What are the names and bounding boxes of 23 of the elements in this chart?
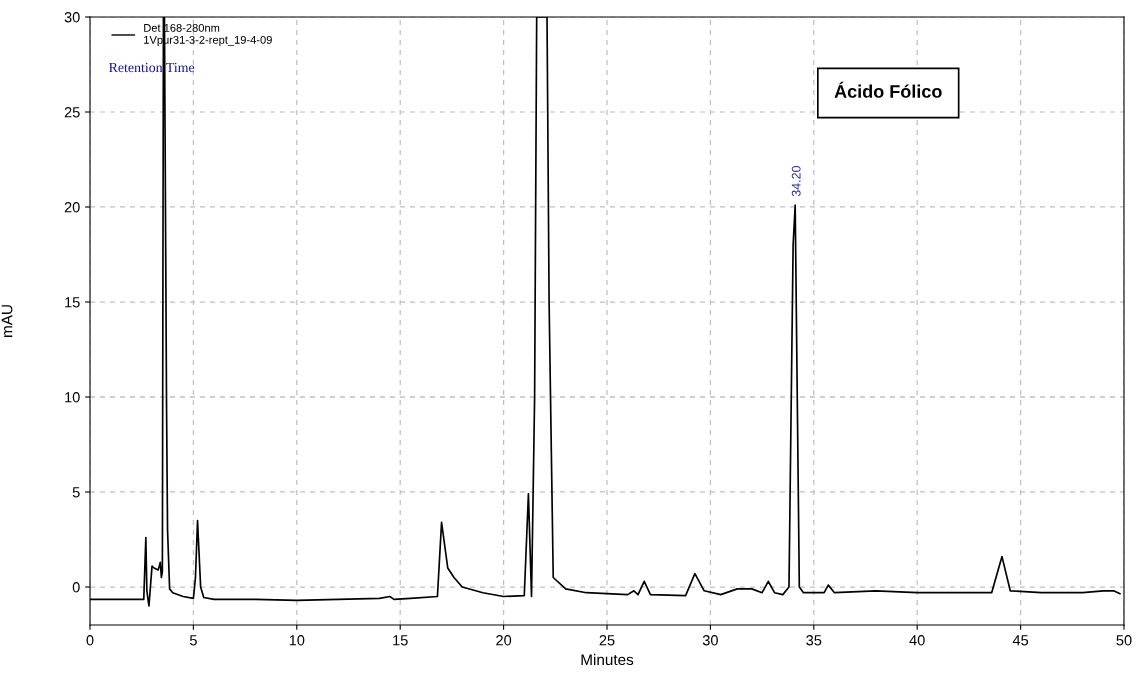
x-tick-label: 5 xyxy=(189,635,197,646)
x-tick-label: 10 xyxy=(289,635,305,646)
y-tick-label: 30 xyxy=(64,12,80,23)
y-tick-label: 20 xyxy=(64,202,80,213)
x-tick-label: 35 xyxy=(806,635,822,646)
x-tick-label: 40 xyxy=(909,635,925,646)
annotation: 34.20 xyxy=(791,165,801,197)
x-tick-label: 45 xyxy=(1012,635,1029,646)
annotation: Ácido Fólico xyxy=(834,81,942,98)
y-tick-label: 10 xyxy=(65,392,80,403)
x-tick-label: 15 xyxy=(393,635,408,646)
x-tick-label: 0 xyxy=(86,635,94,646)
x-tick-label: 25 xyxy=(599,635,615,646)
x-tick-label: 50 xyxy=(1116,635,1132,646)
y-tick-label: 25 xyxy=(64,107,80,118)
annotation: Retention Time xyxy=(109,62,195,73)
x-axis-title: Minutes xyxy=(581,653,634,666)
y-tick-label: 5 xyxy=(72,487,80,498)
x-tick-label: 20 xyxy=(496,635,512,646)
y-tick-label: 0 xyxy=(72,582,80,593)
y-tick-label: 15 xyxy=(65,297,80,308)
y-axis-title: mAU xyxy=(1,305,13,337)
x-tick-label: 30 xyxy=(702,635,718,646)
